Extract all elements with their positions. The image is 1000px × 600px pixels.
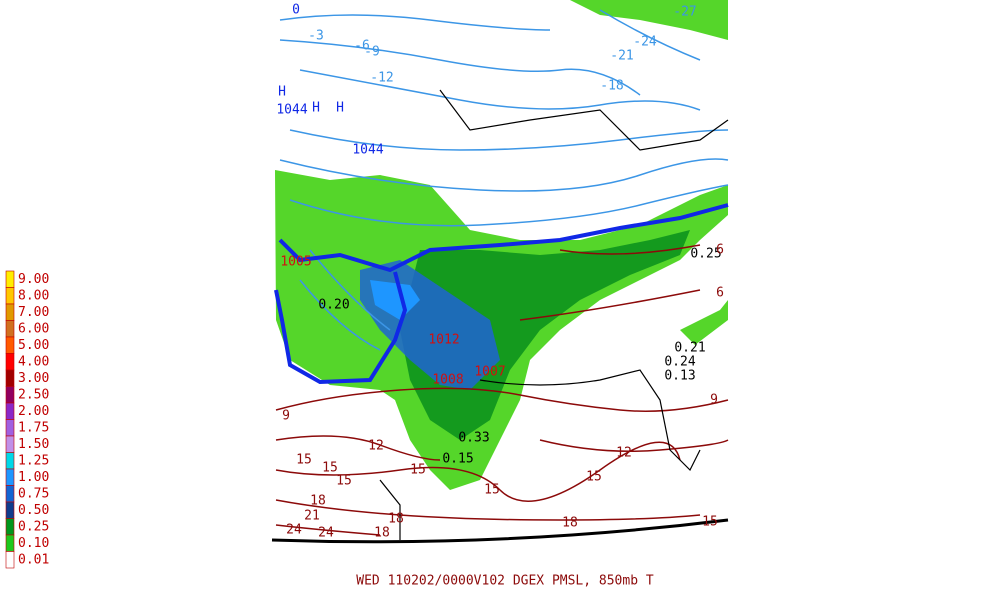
map-label: 1007 (474, 365, 505, 380)
precip-heavier (370, 280, 420, 320)
legend-swatch (5, 270, 15, 288)
legend-swatch (5, 534, 15, 552)
map-label: 1005 (280, 255, 311, 270)
legend-label: 0.75 (18, 486, 49, 501)
map-label: 18 (374, 526, 390, 541)
map-label: 6 (716, 243, 724, 258)
map-label: -18 (600, 79, 623, 94)
map-label: 18 (310, 494, 326, 509)
legend-label: 8.00 (18, 288, 49, 303)
map-label: -24 (633, 35, 657, 50)
map-label: 15 (484, 483, 500, 498)
legend-swatch (5, 353, 15, 371)
map-label: -3 (308, 29, 324, 44)
map-label: -6 (354, 39, 370, 54)
freezing-line (274, 203, 729, 385)
cold-contours (279, 9, 729, 351)
legend-label: 0.10 (18, 536, 49, 551)
map-label: 0.20 (318, 298, 349, 313)
map-label: 24 (286, 523, 302, 538)
map-label: H (312, 101, 320, 116)
map-label: 1008 (432, 373, 463, 388)
legend-swatch (5, 320, 15, 338)
map-label: H (278, 85, 286, 100)
legend-label: 0.50 (18, 503, 49, 518)
legend-swatch (5, 501, 15, 519)
legend-swatch (5, 419, 15, 437)
map-label: 15 (410, 463, 426, 478)
legend-swatch (5, 452, 15, 470)
legend-swatch (5, 468, 15, 486)
legend-label: 5.00 (18, 338, 49, 353)
legend-swatch (5, 435, 15, 453)
legend-swatch (5, 551, 15, 569)
legend-label: 4.00 (18, 354, 49, 369)
legend-swatch (5, 287, 15, 305)
legend-label: 1.50 (18, 437, 49, 452)
map-label: 0.21 (674, 341, 705, 356)
map-label: 15 (586, 470, 602, 485)
legend-label: 1.25 (18, 453, 49, 468)
legend-label: 0.25 (18, 519, 49, 534)
map-label: 0.24 (664, 355, 695, 370)
legend: 9.008.00 7.006.00 5.004.00 3.002.50 2.001.75… (5, 270, 49, 569)
map-label: 1044 (352, 143, 383, 158)
map-label: -12 (370, 71, 393, 86)
map-label: 0.33 (458, 431, 489, 446)
legend-swatch (5, 485, 15, 503)
map-label: -27 (673, 5, 696, 20)
map-label: 0.25 (690, 247, 721, 262)
legend-label: 7.00 (18, 305, 49, 320)
map-label: 15 (336, 474, 352, 489)
map-label: 15 (322, 461, 338, 476)
footer-text: WED 110202/0000V102 DGEX PMSL, 850mb T (356, 574, 654, 589)
map-label: 12 (368, 439, 384, 454)
precip-north (570, 0, 728, 40)
legend-swatch (5, 369, 15, 387)
legend-swatch (5, 518, 15, 536)
legend-label: 1.75 (18, 420, 49, 435)
map-label: 21 (304, 509, 320, 524)
legend-swatch (5, 336, 15, 354)
map-label: 0.15 (442, 452, 473, 467)
legend-label: 6.00 (18, 321, 49, 336)
map-label: 15 (702, 515, 718, 530)
legend-swatch (5, 402, 15, 420)
map-label: 9 (282, 409, 290, 424)
map-label: 18 (562, 516, 578, 531)
legend-label: 2.50 (18, 387, 49, 402)
map-label: -9 (364, 45, 380, 60)
map-label: 9 (710, 393, 718, 408)
map-label: 15 (296, 453, 312, 468)
legend-label: 0.01 (18, 552, 49, 567)
map-label: 1012 (428, 333, 459, 348)
map-label: H (336, 101, 344, 116)
coastline (271, 89, 729, 544)
map-labels: 0 -3 -6-9 -12 -18 -21-24 -27 H H H 1044 1044 1005 101… (276, 3, 724, 541)
map-label: 0 (292, 3, 300, 18)
legend-label: 9.00 (18, 272, 49, 287)
precip-atlantic (680, 300, 728, 345)
legend-swatch (5, 303, 15, 321)
legend-label: 3.00 (18, 371, 49, 386)
legend-label: 1.00 (18, 470, 49, 485)
map-label: 0.13 (664, 369, 695, 384)
legend-label: 2.00 (18, 404, 49, 419)
warm-contours (275, 244, 729, 536)
map-label: 6 (716, 286, 724, 301)
map-label: 12 (616, 446, 632, 461)
map-label: 18 (388, 512, 404, 527)
map: 0 -3 -6-9 -12 -18 -21-24 -27 H H H 1044 1044 1005 101… (271, 0, 729, 545)
legend-swatch (5, 386, 15, 404)
map-label: -21 (610, 49, 633, 64)
map-label: 1044 (276, 103, 307, 118)
map-label: 24 (318, 526, 334, 541)
